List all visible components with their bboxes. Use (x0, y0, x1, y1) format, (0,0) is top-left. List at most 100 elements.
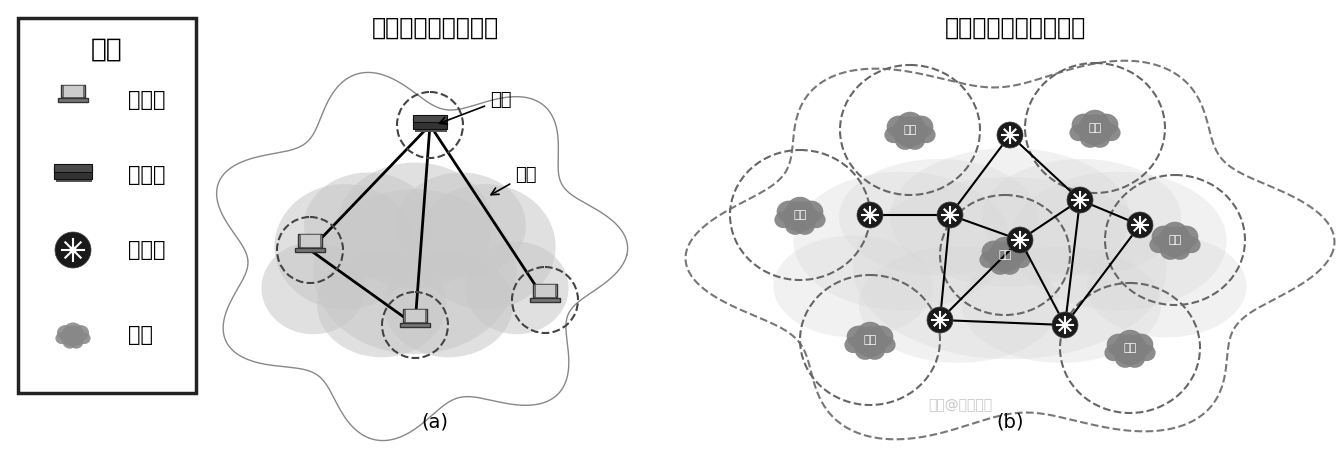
Circle shape (1127, 212, 1152, 238)
Text: 网络: 网络 (1088, 123, 1101, 133)
Ellipse shape (854, 177, 1167, 359)
Ellipse shape (1083, 110, 1108, 132)
Ellipse shape (990, 256, 1010, 275)
Ellipse shape (884, 126, 902, 143)
Circle shape (1017, 238, 1022, 243)
Circle shape (1006, 227, 1033, 253)
Bar (59, 99, 87, 102)
Ellipse shape (918, 126, 935, 143)
Text: 网络: 网络 (1168, 235, 1182, 245)
Ellipse shape (1130, 333, 1154, 356)
Ellipse shape (890, 148, 1130, 286)
Ellipse shape (1107, 333, 1131, 356)
Circle shape (70, 247, 76, 254)
Circle shape (1138, 222, 1143, 228)
Text: 网络: 网络 (863, 335, 876, 345)
Ellipse shape (878, 337, 895, 353)
Ellipse shape (905, 130, 925, 150)
Ellipse shape (1183, 237, 1201, 253)
Bar (300, 234, 320, 247)
Ellipse shape (773, 235, 933, 338)
Ellipse shape (1104, 345, 1123, 361)
Ellipse shape (72, 325, 88, 341)
Ellipse shape (1170, 241, 1190, 260)
Ellipse shape (1162, 222, 1187, 244)
Circle shape (1063, 322, 1068, 328)
Circle shape (927, 307, 953, 333)
Ellipse shape (793, 172, 1010, 310)
Ellipse shape (1004, 241, 1028, 263)
Text: 网络: 网络 (998, 250, 1012, 260)
Ellipse shape (775, 212, 792, 228)
Ellipse shape (415, 184, 556, 310)
Circle shape (1052, 312, 1077, 338)
Ellipse shape (799, 201, 823, 223)
Ellipse shape (1174, 225, 1198, 248)
Circle shape (938, 317, 942, 323)
FancyBboxPatch shape (413, 118, 448, 129)
Ellipse shape (465, 242, 568, 334)
Ellipse shape (982, 241, 1006, 263)
Ellipse shape (981, 159, 1181, 275)
Text: 路由器: 路由器 (129, 240, 166, 260)
FancyBboxPatch shape (54, 167, 92, 179)
Ellipse shape (847, 326, 871, 348)
Ellipse shape (839, 159, 1038, 275)
Ellipse shape (318, 252, 446, 357)
Bar (63, 85, 83, 97)
Ellipse shape (1087, 235, 1246, 338)
Circle shape (937, 202, 963, 228)
Ellipse shape (1077, 114, 1112, 145)
Ellipse shape (1080, 129, 1100, 148)
Ellipse shape (1158, 226, 1193, 257)
Ellipse shape (795, 216, 815, 235)
Circle shape (1077, 198, 1083, 203)
Ellipse shape (1124, 349, 1146, 368)
Circle shape (867, 212, 872, 218)
Ellipse shape (858, 322, 883, 344)
Ellipse shape (855, 341, 875, 360)
Text: 图例: 图例 (91, 37, 123, 63)
Text: 知乎@大不自多: 知乎@大不自多 (927, 398, 992, 412)
Bar (62, 85, 84, 98)
FancyBboxPatch shape (54, 164, 92, 172)
Ellipse shape (70, 335, 83, 349)
Circle shape (1008, 132, 1013, 138)
Ellipse shape (1072, 113, 1096, 136)
Ellipse shape (1010, 172, 1226, 310)
FancyBboxPatch shape (415, 121, 448, 132)
Text: 结点: 结点 (440, 91, 512, 124)
Ellipse shape (787, 197, 813, 219)
Ellipse shape (895, 130, 915, 150)
Ellipse shape (962, 246, 1160, 363)
Bar (405, 309, 425, 322)
Ellipse shape (859, 246, 1059, 363)
Circle shape (997, 122, 1022, 148)
Ellipse shape (1112, 334, 1147, 365)
Ellipse shape (864, 341, 884, 360)
Ellipse shape (314, 189, 517, 354)
FancyBboxPatch shape (413, 115, 448, 122)
Ellipse shape (898, 112, 923, 134)
Bar (17, 18, 196, 393)
Ellipse shape (988, 241, 1022, 272)
Circle shape (55, 232, 91, 268)
Text: 计算机网络（网络）: 计算机网络（网络） (371, 16, 498, 40)
Ellipse shape (78, 333, 91, 344)
Circle shape (858, 202, 883, 228)
Circle shape (1067, 187, 1093, 213)
Ellipse shape (1093, 113, 1119, 136)
Bar (529, 298, 560, 302)
Ellipse shape (844, 337, 863, 353)
Ellipse shape (783, 201, 817, 232)
Ellipse shape (60, 325, 86, 346)
Ellipse shape (887, 116, 911, 138)
Text: 网络: 网络 (1123, 343, 1136, 353)
Ellipse shape (1150, 237, 1167, 253)
Ellipse shape (1000, 256, 1020, 275)
Ellipse shape (980, 252, 997, 268)
Text: 集线器: 集线器 (129, 165, 166, 185)
Ellipse shape (397, 172, 527, 278)
Ellipse shape (785, 216, 805, 235)
Ellipse shape (777, 201, 801, 223)
